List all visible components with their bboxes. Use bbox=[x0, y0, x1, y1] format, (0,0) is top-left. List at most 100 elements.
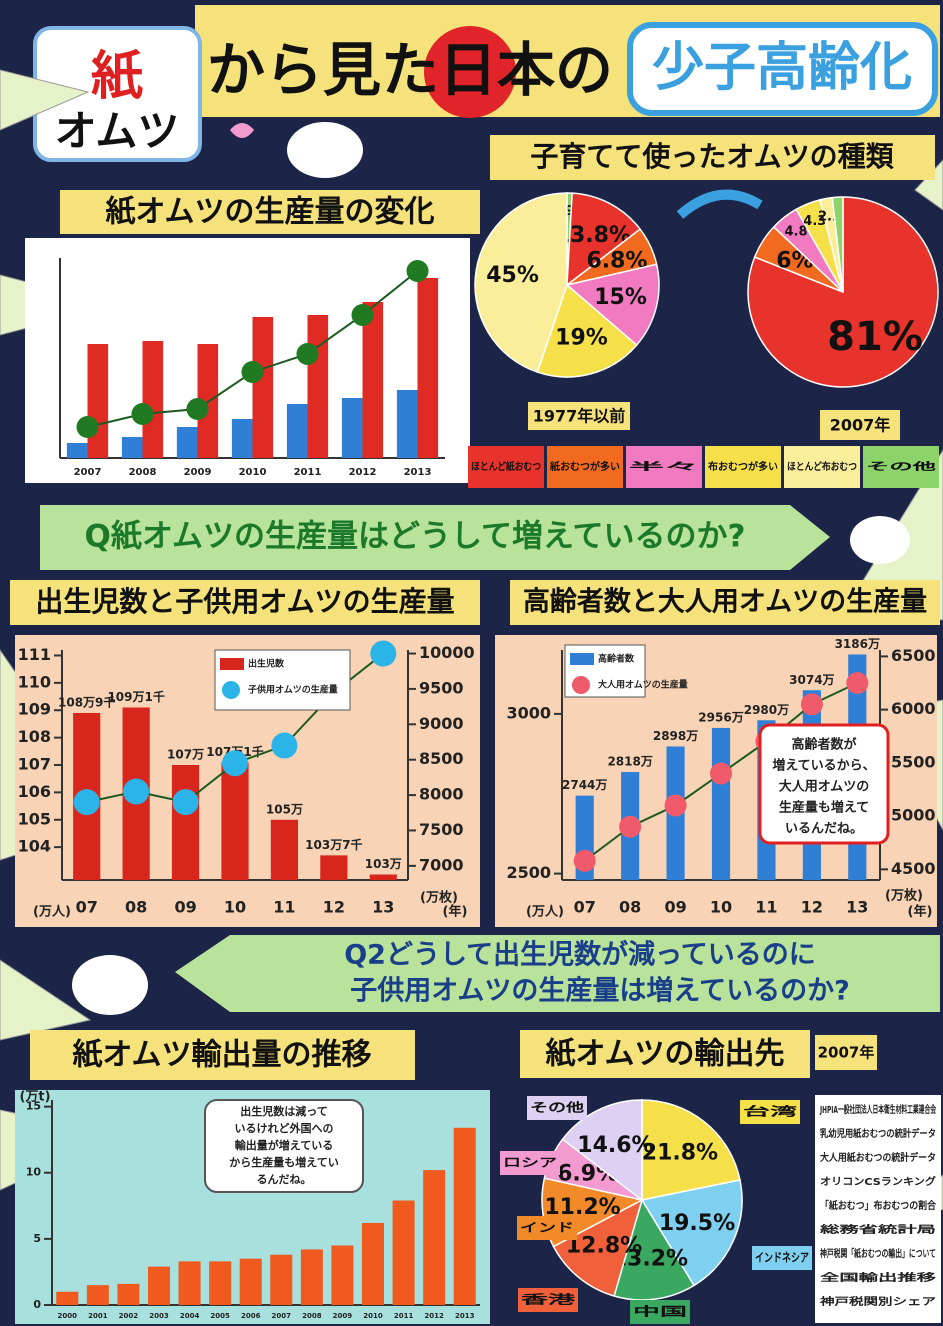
value-label: 2956万 bbox=[698, 710, 743, 724]
line-point bbox=[74, 789, 100, 815]
x-tick-label: 2001 bbox=[88, 1312, 108, 1320]
note-text: 出生児数は減って bbox=[240, 1104, 327, 1118]
bar bbox=[177, 427, 198, 458]
value-label: 14.6% bbox=[577, 1133, 653, 1158]
line-point bbox=[173, 789, 199, 815]
tick-label: 10 bbox=[26, 1166, 42, 1179]
source-line: 神戸税関「紙おむつの輸出」について bbox=[819, 1247, 936, 1260]
legend-label: ほとんど布おむつ bbox=[787, 460, 857, 473]
line-point bbox=[352, 304, 374, 326]
value-label: 19% bbox=[555, 325, 608, 350]
line-point bbox=[77, 416, 99, 438]
legend-label: 大人用オムツの生産量 bbox=[598, 679, 688, 691]
x-tick-label: 2000 bbox=[58, 1312, 78, 1320]
source-line: 大人用紙おむつの統計データ bbox=[820, 1151, 936, 1164]
pie-label: 2007年 bbox=[818, 1044, 875, 1062]
note-text: いるんだね。 bbox=[785, 822, 863, 837]
bar bbox=[270, 1255, 292, 1305]
axis-unit: (年) bbox=[443, 904, 468, 920]
tick-label: 104 bbox=[18, 837, 51, 856]
bar bbox=[172, 765, 199, 880]
x-tick-label: 2009 bbox=[333, 1312, 353, 1320]
tick-label: 5000 bbox=[891, 806, 936, 825]
bar bbox=[362, 1223, 384, 1305]
question: 子供用オムツの生産量は増えているのか? bbox=[350, 975, 850, 1007]
category-label: ロシア bbox=[503, 1156, 557, 1170]
tick-label: 6500 bbox=[891, 646, 936, 665]
bar bbox=[87, 1285, 109, 1305]
value-label: 105万 bbox=[266, 802, 303, 816]
bar bbox=[418, 278, 439, 458]
bar bbox=[143, 341, 164, 458]
x-tick-label: 09 bbox=[664, 898, 686, 917]
legend-label: 半々 bbox=[629, 460, 699, 473]
pie-label: 2007年 bbox=[830, 416, 891, 435]
bar bbox=[454, 1128, 476, 1305]
title-end: 少子高齢化 bbox=[652, 38, 912, 98]
x-tick-label: 09 bbox=[174, 898, 196, 917]
mascot bbox=[72, 955, 148, 1015]
line-point bbox=[574, 850, 596, 872]
tick-label: 10000 bbox=[419, 643, 475, 662]
x-tick-label: 2008 bbox=[129, 467, 157, 478]
bar bbox=[301, 1249, 323, 1305]
bar bbox=[117, 1284, 139, 1305]
bar bbox=[67, 443, 88, 458]
bar bbox=[56, 1292, 78, 1305]
x-tick-label: 2007 bbox=[272, 1312, 292, 1320]
tick-label: 110 bbox=[18, 672, 51, 691]
question: Q2どうして出生児数が減っているのに bbox=[344, 939, 816, 971]
note-text: 輸出量が増えている bbox=[235, 1138, 333, 1152]
value-label: 3074万 bbox=[789, 673, 834, 687]
x-tick-label: 2003 bbox=[149, 1312, 169, 1320]
bar bbox=[370, 875, 397, 880]
note-text: るんだね。 bbox=[257, 1173, 312, 1186]
title-diaper: オムツ bbox=[55, 107, 180, 156]
category-label: 台湾 bbox=[743, 1104, 797, 1119]
bar bbox=[397, 390, 418, 458]
value-label: 19.5% bbox=[659, 1211, 735, 1236]
x-tick-label: 2005 bbox=[210, 1312, 230, 1320]
bar bbox=[209, 1261, 231, 1305]
chart-title: 高齢者数と大人用オムツの生産量 bbox=[523, 587, 927, 618]
line-point bbox=[132, 403, 154, 425]
x-tick-label: 12 bbox=[801, 898, 823, 917]
sources: JHPIA一般社団法人日本衛生材料工業連合会乳幼児用紙おむつの統計データ大人用紙… bbox=[815, 1095, 941, 1323]
bar bbox=[308, 315, 329, 458]
bar bbox=[240, 1259, 262, 1305]
note-text: 大人用オムツの bbox=[779, 779, 870, 795]
chart-title: 紙オムツ輸出量の推移 bbox=[72, 1038, 371, 1073]
bar bbox=[287, 404, 308, 458]
note-text: 増えているから、 bbox=[772, 758, 875, 774]
chart-title: 出生児数と子供用オムツの生産量 bbox=[35, 585, 454, 618]
poster: 紙 オムツ から見た日本の 少子高齢化 紙オムツの生産量の変化 子育てて使ったオ… bbox=[0, 0, 943, 1326]
tick-label: 7000 bbox=[419, 855, 464, 874]
tick-label: 5500 bbox=[891, 752, 936, 771]
line-point bbox=[271, 733, 297, 759]
note-text: から生産量も増えてい bbox=[229, 1155, 338, 1169]
x-tick-label: 2010 bbox=[239, 467, 267, 478]
value-label: 109万1千 bbox=[107, 689, 164, 704]
legend-label: 高齢者数 bbox=[598, 653, 635, 665]
x-tick-label: 2012 bbox=[349, 467, 377, 478]
line-point bbox=[846, 672, 868, 694]
x-tick-label: 13 bbox=[846, 898, 868, 917]
legend-label: その他 bbox=[866, 460, 936, 473]
line-point bbox=[123, 779, 149, 805]
x-tick-label: 07 bbox=[574, 898, 596, 917]
mascot bbox=[850, 516, 910, 564]
legend-swatch bbox=[572, 676, 590, 694]
bar bbox=[148, 1267, 170, 1305]
line-point bbox=[710, 763, 732, 785]
note-text: 生産量も増えて bbox=[779, 800, 869, 816]
x-tick-label: 2008 bbox=[302, 1312, 322, 1320]
x-tick-label: 2013 bbox=[455, 1312, 475, 1320]
value-label: 45% bbox=[486, 263, 539, 288]
line-point bbox=[665, 794, 687, 816]
x-tick-label: 07 bbox=[76, 898, 98, 917]
axis-unit: (万枚) bbox=[420, 890, 458, 906]
line-point bbox=[370, 641, 396, 667]
value-label: 2744万 bbox=[562, 778, 607, 792]
x-tick-label: 13 bbox=[372, 898, 394, 917]
bar bbox=[122, 437, 143, 458]
